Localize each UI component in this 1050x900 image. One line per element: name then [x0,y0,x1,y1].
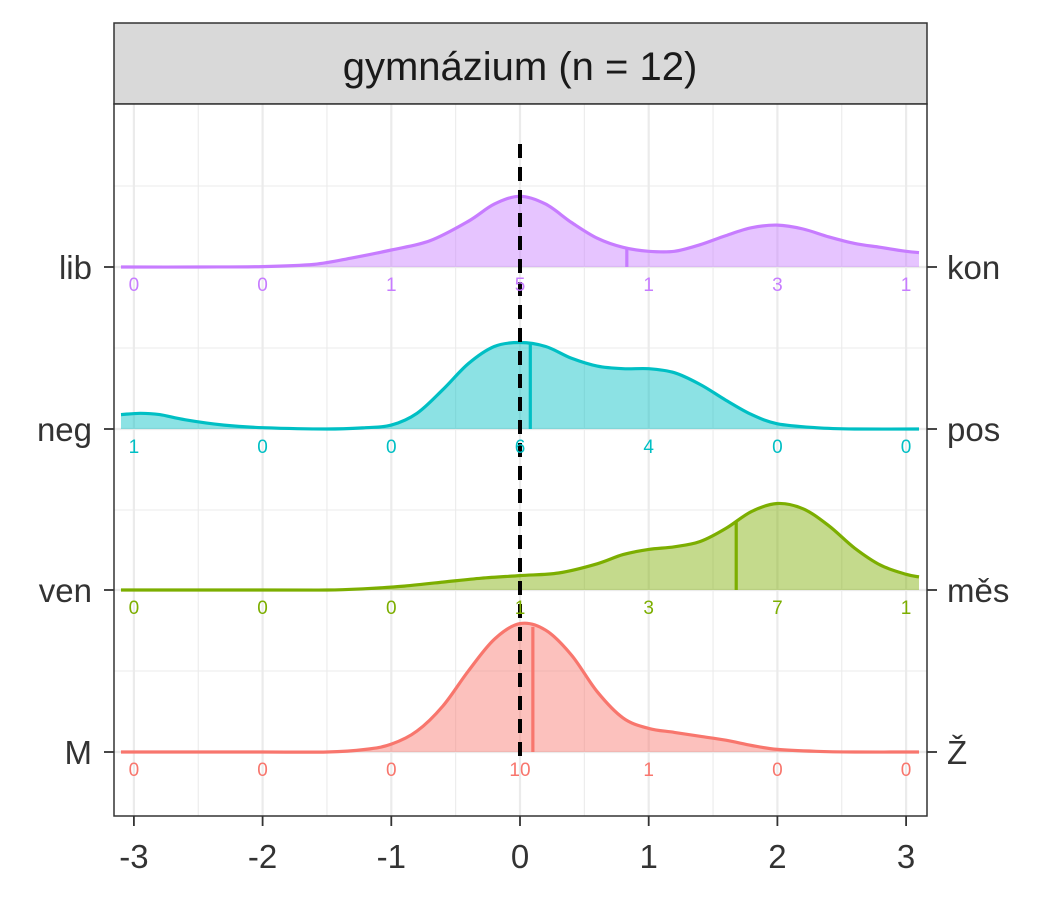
count-label: 0 [257,275,268,296]
x-tick-label: 1 [640,838,658,875]
count-label: 0 [386,760,397,781]
x-axis: -3 -2 -1 0 1 2 3 [119,816,915,875]
facet-strip-background [113,22,928,105]
count-label: 10 [509,760,530,781]
count-label: 3 [772,275,783,296]
x-tick-label: -3 [119,838,148,875]
count-label: 0 [386,598,397,619]
count-label: 0 [901,760,912,781]
count-label: 5 [515,275,526,296]
count-label: 1 [386,275,397,296]
x-tick-label: 2 [768,838,786,875]
y-tick-label-left: lib [59,249,92,286]
density-area [121,623,919,753]
x-tick-label: 0 [511,838,529,875]
y-tick-label-left: neg [37,411,92,448]
count-label: 0 [772,437,783,458]
y-axis-left: lib neg ven M [37,249,114,771]
count-label: 0 [129,275,140,296]
y-tick-label-right: měs [947,572,1009,609]
density-curve [121,501,920,592]
x-tick-label: 3 [897,838,915,875]
y-axis-right: kon pos měs Ž [927,249,1009,771]
count-label: 1 [643,275,654,296]
count-label: 0 [386,437,397,458]
density-curve [120,340,920,431]
count-label: 0 [129,598,140,619]
count-label: 6 [515,437,526,458]
count-label: 0 [129,760,140,781]
count-label: 0 [901,437,912,458]
density-area [121,503,919,591]
count-label: 1 [129,437,140,458]
ridge-ven-měs [121,501,920,592]
facet-strip-title: gymnázium (n = 12) [343,45,698,89]
count-label: 0 [257,760,268,781]
ridge-M-Ž [121,621,920,754]
count-label: 1 [643,760,654,781]
density-area [121,196,919,268]
count-label: 0 [257,598,268,619]
count-label: 0 [257,437,268,458]
count-label: 0 [772,760,783,781]
x-tick-label: -2 [248,838,277,875]
count-label: 1 [901,598,912,619]
density-curve [120,194,920,269]
y-tick-label-right: Ž [947,734,967,771]
x-tick-label: -1 [377,838,406,875]
count-label: 3 [643,598,654,619]
y-tick-label-right: pos [947,411,1000,448]
count-label: 7 [772,598,783,619]
count-label: 1 [515,598,526,619]
count-label: 4 [643,437,654,458]
count-label: 1 [901,275,912,296]
facet-strip: gymnázium (n = 12) [113,22,928,105]
y-tick-label-right: kon [947,249,1000,286]
count-label-layer: 0 0 1 5 1 3 11 0 0 6 4 0 00 0 0 1 3 7 10 0 0 10 1 0 0 [129,275,912,781]
y-tick-label-left: ven [39,572,92,609]
y-tick-label-left: M [65,734,93,771]
density-curve [121,621,920,754]
ridge-lib-kon [120,194,920,269]
